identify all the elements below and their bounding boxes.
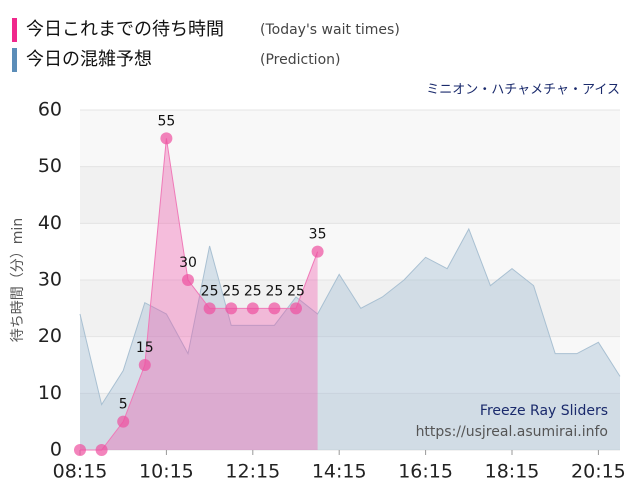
data-point — [311, 245, 324, 258]
data-point — [203, 302, 216, 315]
x-tick-label: 08:15 — [53, 461, 108, 483]
legend-label: 今日これまでの待ち時間 — [26, 19, 224, 40]
data-point — [290, 302, 302, 315]
plot-band — [80, 166, 620, 224]
data-label: 25 — [265, 283, 283, 299]
series-area — [80, 229, 620, 450]
data-label: 15 — [136, 340, 154, 356]
data-point — [246, 302, 259, 315]
plot-band — [80, 393, 620, 450]
plot-band — [80, 223, 620, 280]
x-tick-label: 20:15 — [571, 461, 626, 483]
y-tick-label: 40 — [38, 212, 62, 234]
data-label: 25 — [222, 283, 240, 299]
legend-swatch — [12, 18, 17, 42]
y-tick-label: 20 — [38, 325, 62, 347]
legend-swatch — [12, 48, 17, 72]
legend-label: 今日の混雑予想 — [26, 49, 152, 70]
data-label: 30 — [179, 255, 197, 271]
data-point — [268, 302, 281, 315]
data-point — [74, 444, 86, 456]
y-tick-label: 10 — [38, 382, 62, 404]
y-axis-label: 待ち時間（分）min — [10, 218, 26, 342]
legend-description: (Today's wait times) — [260, 22, 400, 38]
annotation: Freeze Ray Sliders — [480, 403, 608, 419]
data-label: 35 — [309, 227, 327, 243]
y-tick-label: 60 — [38, 99, 62, 121]
y-tick-label: 30 — [38, 269, 62, 291]
x-tick-label: 16:15 — [398, 461, 453, 483]
data-point — [95, 444, 108, 456]
x-tick-label: 10:15 — [139, 461, 194, 483]
data-label: 5 — [119, 397, 128, 413]
data-point — [117, 415, 130, 428]
y-tick-label: 0 — [50, 439, 62, 461]
series-line — [79, 227, 621, 406]
x-tick-label: 14:15 — [312, 461, 367, 483]
x-tick-label: 18:15 — [485, 461, 540, 483]
data-point — [225, 302, 238, 315]
data-point — [138, 359, 151, 371]
chart-subtitle: ミニオン・ハチャメチャ・アイス — [426, 83, 620, 98]
data-label: 25 — [287, 283, 305, 299]
data-label: 25 — [244, 283, 262, 299]
data-label: 55 — [157, 113, 175, 129]
data-point — [182, 274, 194, 286]
data-point — [160, 132, 173, 145]
x-tick-label: 12:15 — [225, 461, 280, 483]
legend-description: (Prediction) — [260, 52, 340, 68]
data-label: 25 — [201, 283, 219, 299]
plot-band — [80, 336, 620, 394]
annotation: https://usjreal.asumirai.info — [416, 424, 608, 440]
plot-band — [80, 280, 620, 337]
y-tick-label: 50 — [38, 155, 62, 177]
